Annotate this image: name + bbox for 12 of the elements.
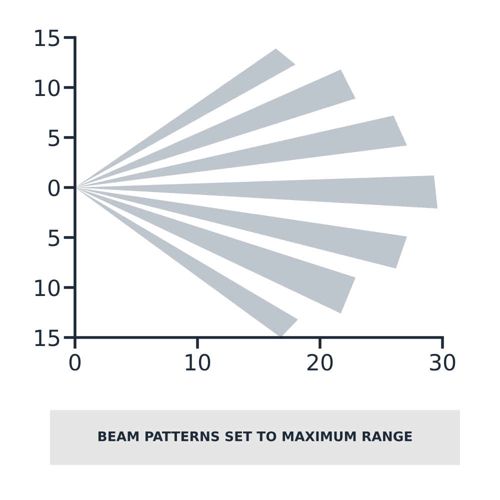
x-tick-label: 30: [430, 354, 456, 371]
y-tick-label: 15: [35, 30, 60, 46]
x-tick-label: 10: [186, 354, 210, 371]
y-tick-label: 5: [48, 230, 60, 246]
y-tick-label: 15: [35, 330, 60, 346]
text: BEAM PATTERNS SET TO MAXIMUM RANGE: [98, 431, 412, 442]
x-tick-label: 20: [307, 354, 333, 371]
y-tick-label: 0: [48, 179, 60, 196]
y-tick-label: 5: [48, 130, 60, 146]
y-tick-label: 10: [35, 279, 60, 296]
y-tick-label: 10: [35, 79, 60, 96]
x-tick-label: 0: [69, 354, 81, 371]
